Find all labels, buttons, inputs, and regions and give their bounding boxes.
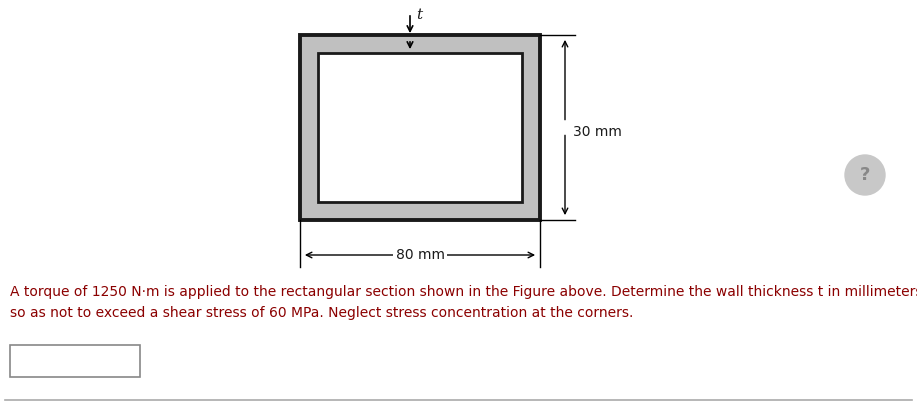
Bar	[10, 345, 140, 377]
Bar	[300, 35, 540, 220]
Text: 80 mm: 80 mm	[395, 248, 445, 262]
Text: 30 mm: 30 mm	[573, 126, 622, 139]
Bar	[318, 53, 522, 202]
Text: ?: ?	[860, 166, 870, 184]
Circle shape	[845, 155, 885, 195]
Text: A torque of 1250 N·m is applied to the rectangular section shown in the Figure a: A torque of 1250 N·m is applied to the r…	[10, 285, 917, 320]
Text: t: t	[416, 8, 422, 22]
